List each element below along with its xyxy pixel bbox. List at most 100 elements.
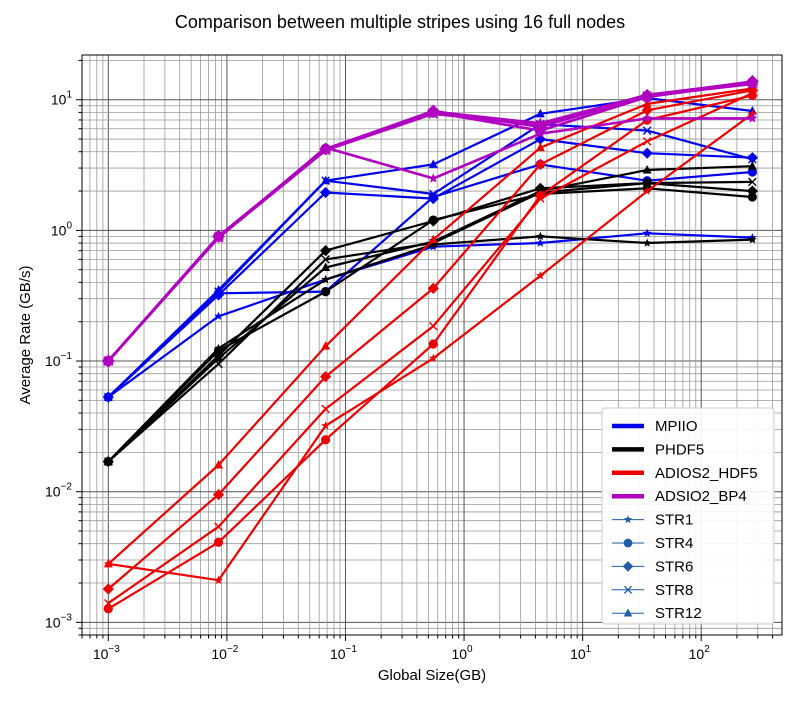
data-point-marker (321, 175, 331, 185)
y-tick-label: 10−3 (45, 612, 72, 630)
legend-item-str6: STR6 (612, 558, 693, 575)
data-point-marker (747, 113, 758, 123)
legend-label: STR4 (655, 535, 693, 552)
data-point-marker (642, 113, 653, 123)
legend-marker (623, 608, 633, 617)
data-point-marker (534, 133, 546, 145)
y-tick-label: 100 (51, 220, 73, 238)
data-point-marker (213, 230, 224, 241)
data-point-marker (212, 488, 225, 501)
data-point-marker (746, 185, 758, 197)
data-point-marker (428, 159, 438, 168)
x-tick-label: 100 (451, 644, 473, 662)
data-point-marker (103, 456, 113, 466)
data-point-marker (214, 353, 224, 362)
legend-marker (623, 538, 633, 548)
series-layer (101, 75, 759, 614)
x-tick-label: 10−1 (330, 644, 357, 662)
y-tick-label: 10−2 (45, 482, 72, 500)
data-point-marker (321, 435, 331, 445)
data-point-marker (321, 287, 331, 297)
legend-item-str1: STR1 (612, 512, 693, 529)
legend-item-mpiio: MPIIO (612, 418, 698, 435)
series-adios2_hdf5-str6 (102, 84, 758, 595)
x-axis-label: Global Size(GB) (378, 667, 486, 684)
legend-item-phdf5: PHDF5 (612, 441, 704, 458)
legend-item-str4: STR4 (612, 535, 693, 552)
data-point-marker (320, 143, 331, 153)
data-point-marker (320, 186, 332, 199)
data-point-marker (748, 155, 757, 164)
data-point-marker (321, 404, 330, 414)
data-point-marker (642, 186, 652, 195)
data-point-marker (428, 321, 438, 331)
data-point-marker (428, 353, 438, 362)
legend-label: ADSIO2_BP4 (655, 488, 747, 505)
legend: MPIIO PHDF5 ADIOS2_HDF5 ADSIO2_BP4 STR1 STR4 S… (601, 407, 775, 625)
series-adios2_hdf5-str12 (103, 83, 757, 568)
data-point-marker (642, 137, 652, 146)
data-point-marker (104, 598, 113, 608)
plot-frame (81, 54, 783, 636)
legend-item-str8: STR8 (612, 582, 693, 599)
legend-label: STR1 (655, 512, 693, 529)
data-point-marker (103, 392, 113, 401)
series-adsio2_bp4-str12 (103, 76, 758, 366)
data-point-marker (534, 158, 546, 170)
y-tick-label: 10−1 (45, 351, 72, 369)
data-point-marker (535, 231, 545, 241)
x-tick-label: 10−2 (211, 644, 238, 662)
data-point-marker (102, 583, 114, 595)
y-axis-ticks: 10−3 10−2 10−1 100 101 (45, 90, 72, 631)
data-point-marker (535, 108, 545, 118)
data-point-marker (428, 173, 439, 183)
data-point-marker (747, 192, 757, 202)
data-point-marker (642, 178, 652, 188)
data-point-marker (642, 98, 652, 108)
data-point-marker (747, 76, 758, 87)
data-point-marker (213, 537, 224, 547)
data-point-marker (746, 152, 758, 164)
data-point-marker (535, 238, 545, 247)
x-tick-label: 101 (570, 644, 592, 662)
x-tick-label: 10−3 (93, 644, 120, 662)
data-point-marker (536, 194, 545, 203)
legend-item-str12: STR12 (612, 605, 702, 622)
legend-item-adsio2_bp4: ADSIO2_BP4 (612, 488, 747, 505)
data-point-marker (427, 282, 439, 294)
data-point-marker (747, 161, 757, 170)
legend-box (601, 407, 775, 625)
data-point-marker (641, 89, 653, 99)
data-point-marker (321, 421, 330, 430)
chart-title: Comparison between multiple stripes usin… (175, 12, 625, 32)
legend-label: STR6 (655, 558, 693, 575)
data-point-marker (535, 117, 546, 128)
legend-marker (623, 585, 633, 594)
data-point-marker (103, 558, 113, 568)
data-point-marker (535, 142, 545, 152)
series-mpiio-str8 (104, 119, 757, 402)
data-point-marker (428, 189, 438, 199)
data-point-marker (642, 238, 652, 247)
data-point-marker (214, 522, 223, 531)
data-point-marker (214, 460, 224, 469)
data-point-marker (641, 147, 653, 159)
data-point-marker (428, 105, 439, 116)
data-point-marker (642, 126, 652, 135)
legend-marker (622, 561, 634, 572)
legend-label: MPIIO (655, 418, 698, 435)
x-tick-label: 102 (689, 644, 711, 662)
series-mpiio-str6 (102, 133, 758, 403)
data-point-marker (103, 355, 114, 366)
data-point-marker (321, 255, 330, 264)
legend-item-adios2_hdf5: ADIOS2_HDF5 (612, 465, 758, 482)
data-point-marker (320, 245, 332, 257)
data-point-marker (428, 339, 438, 349)
data-point-marker (427, 215, 439, 227)
data-point-marker (320, 371, 332, 383)
data-point-marker (321, 275, 330, 284)
data-point-marker (748, 177, 757, 187)
legend-label: STR8 (655, 582, 693, 599)
